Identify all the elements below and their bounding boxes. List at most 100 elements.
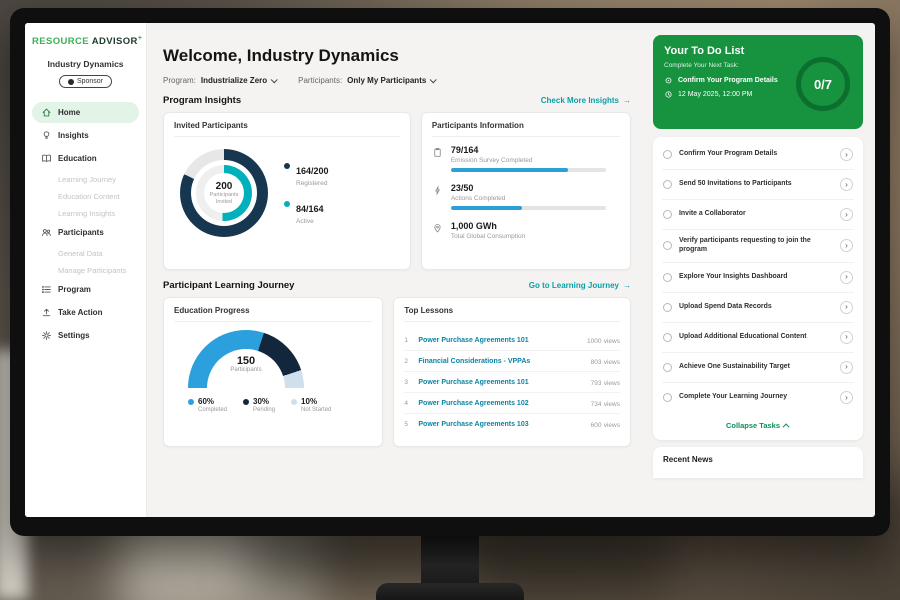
sidebar-item-program[interactable]: Program [32, 279, 139, 300]
task-checkbox[interactable] [663, 362, 672, 372]
metric-value: 79/164 [450, 145, 479, 155]
list-icon [41, 286, 51, 294]
task-chevron-button[interactable] [840, 148, 853, 161]
lesson-link[interactable]: Power Purchase Agreements 101 [418, 378, 529, 386]
todo-header-card: Your To Do List Complete Your Next Task:… [653, 35, 863, 129]
sidebar-item-learning-journey[interactable]: Learning Journey [58, 175, 116, 185]
metric-value: 1,000 GWh [450, 221, 497, 231]
task-checkbox[interactable] [663, 332, 672, 342]
arrow-right-icon: → [623, 281, 631, 290]
legend-label: Pending [253, 407, 276, 413]
legend-value: 84/164 [296, 204, 324, 214]
sidebar-item-manage-participants[interactable]: Manage Participants [58, 266, 127, 276]
task-label: Confirm Your Program Details [679, 150, 778, 158]
legend-label: Completed [198, 407, 228, 413]
metric-label: Total Global Consumption [450, 233, 526, 240]
logo-secondary: ADVISOR [91, 36, 138, 48]
lesson-views-word: views [603, 421, 620, 429]
go-to-learning-journey-link[interactable]: Go to Learning Journey → [529, 281, 631, 290]
legend-value: 10% [301, 397, 318, 406]
task-chevron-button[interactable] [840, 239, 853, 253]
legend-completed: 60% Completed [188, 397, 227, 413]
todo-subtitle: Complete Your Next Task: [664, 62, 739, 69]
arrow-right-icon: → [623, 96, 631, 105]
task-row: Upload Additional Educational Content [662, 323, 854, 353]
task-checkbox[interactable] [663, 302, 672, 312]
participants-information-card: Participants Information 79/164 Emission… [420, 112, 631, 270]
people-icon [42, 229, 51, 237]
check-more-insights-link[interactable]: Check More Insights → [541, 96, 631, 105]
lesson-link[interactable]: Power Purchase Agreements 101 [418, 336, 529, 344]
task-chevron-button[interactable] [840, 391, 853, 405]
education-progress-card: Education Progress 150 Participants 60% [163, 297, 384, 447]
legend-dot [284, 201, 290, 207]
task-row: Achieve One Sustainability Target [662, 353, 854, 383]
task-chevron-button[interactable] [840, 330, 853, 344]
legend-active: 84/164 Active [284, 199, 329, 225]
monitor-stand-base [376, 583, 524, 600]
sidebar-item-label: Take Action [58, 308, 103, 318]
sidebar-item-learning-insights[interactable]: Learning Insights [58, 209, 116, 219]
sidebar-item-take-action[interactable]: Take Action [32, 302, 139, 323]
legend-not-started: 10% Not Started [291, 397, 331, 413]
lesson-link[interactable]: Financial Considerations - VPPAs [418, 357, 531, 365]
program-filter-value: Industrialize Zero [200, 76, 268, 85]
task-checkbox[interactable] [663, 241, 672, 251]
invited-participants-donut-chart: 200 Participants Invited [180, 149, 268, 237]
card-title: Invited Participants [174, 121, 400, 137]
legend-pending: 30% Pending [243, 397, 275, 413]
upload-icon [42, 308, 51, 317]
task-label: Complete Your Learning Journey [679, 393, 788, 401]
metric-value: 23/50 [450, 183, 474, 193]
todo-progress-ring: 0/7 [796, 57, 850, 111]
lesson-link[interactable]: Power Purchase Agreements 103 [418, 420, 529, 428]
lesson-views-value: 734 [590, 400, 602, 408]
gear-icon [42, 331, 51, 341]
filter-bar: Program: Industrialize Zero Participants… [163, 76, 631, 85]
sidebar-item-education-content[interactable]: Education Content [58, 192, 120, 202]
program-filter-dropdown[interactable]: Industrialize Zero [200, 76, 278, 85]
invited-participants-card: Invited Participants 200 Participants In… [163, 112, 411, 270]
participants-filter-dropdown[interactable]: Only My Participants [347, 76, 438, 85]
todo-due-label: 12 May 2025, 12:00 PM [678, 91, 753, 98]
sidebar-item-general-data[interactable]: General Data [58, 249, 103, 259]
actions-completed-row: 23/50 Actions Completed [432, 183, 620, 210]
lesson-rank: 3 [404, 378, 408, 386]
education-progress-gauge-chart: 150 Participants [188, 330, 304, 388]
task-checkbox[interactable] [663, 272, 672, 282]
sidebar-item-settings[interactable]: Settings [32, 325, 139, 346]
gauge-center-value: 150 [236, 355, 256, 367]
sidebar-item-home[interactable]: Home [32, 102, 139, 124]
learning-journey-title: Participant Learning Journey [163, 280, 295, 291]
recent-news-title: Recent News [663, 454, 713, 464]
task-chevron-button[interactable] [840, 208, 853, 221]
clock-icon [665, 91, 672, 98]
gauge-center-label: Participants [230, 367, 262, 373]
consumption-row: 1,000 GWh Total Global Consumption [432, 221, 620, 244]
chevron-down-icon [270, 76, 278, 84]
sidebar-item-participants[interactable]: Participants [32, 222, 139, 243]
sidebar: RESOURCE ADVISOR+ Industry Dynamics Spon… [25, 23, 147, 517]
legend-dot [188, 398, 194, 405]
screen: RESOURCE ADVISOR+ Industry Dynamics Spon… [25, 23, 875, 517]
lesson-link[interactable]: Power Purchase Agreements 102 [418, 399, 529, 407]
task-row: Invite a Collaborator [662, 200, 854, 230]
sidebar-item-label: Program [58, 285, 91, 295]
task-chevron-button[interactable] [840, 360, 853, 374]
clipboard-icon [434, 147, 441, 157]
task-chevron-button[interactable] [840, 300, 853, 314]
sidebar-item-label: Participants [58, 228, 104, 238]
task-checkbox[interactable] [663, 393, 672, 403]
task-checkbox[interactable] [663, 150, 672, 159]
todo-panel: Your To Do List Complete Your Next Task:… [647, 23, 875, 517]
sponsor-badge-label: Sponsor [76, 78, 104, 86]
sidebar-item-education[interactable]: Education [32, 148, 139, 169]
task-checkbox[interactable] [663, 210, 672, 219]
legend-value: 60% [198, 397, 215, 406]
task-chevron-button[interactable] [840, 270, 853, 284]
progress-bar-fill [450, 206, 523, 210]
task-checkbox[interactable] [663, 180, 672, 189]
sidebar-item-insights[interactable]: Insights [32, 125, 139, 146]
collapse-tasks-link[interactable]: Collapse Tasks [662, 413, 854, 436]
task-chevron-button[interactable] [840, 178, 853, 191]
